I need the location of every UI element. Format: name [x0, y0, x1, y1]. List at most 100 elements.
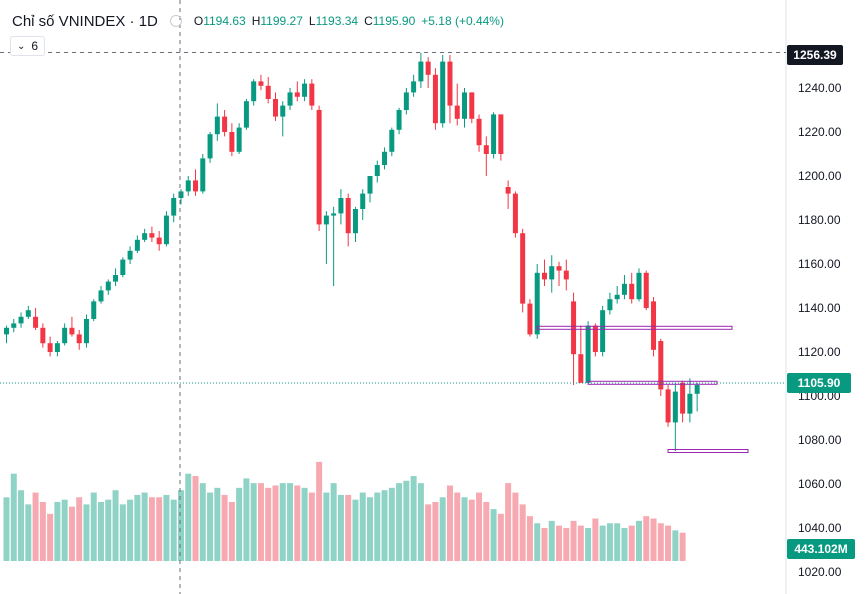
volume-bar: [657, 523, 664, 561]
candle: [680, 380, 686, 423]
candle-body: [229, 132, 235, 152]
candle: [556, 261, 562, 286]
candle-body: [360, 193, 366, 209]
volume-bar: [308, 492, 315, 561]
candle: [185, 176, 191, 196]
volume-bar: [68, 506, 75, 561]
candle: [374, 160, 380, 183]
volume-bar: [534, 523, 541, 561]
volume-bar: [163, 494, 170, 561]
volume-bar: [425, 504, 432, 561]
symbol-title[interactable]: Chỉ số VNINDEX · 1D: [12, 12, 158, 30]
candle: [527, 299, 533, 337]
y-tick-label: 1240.00: [798, 81, 842, 95]
candle: [425, 57, 431, 88]
volume-bar: [236, 487, 243, 561]
candle: [454, 83, 460, 126]
candle: [345, 193, 351, 247]
candle-body: [680, 382, 686, 414]
candle: [33, 308, 39, 330]
volume-bar: [359, 492, 366, 561]
candle-body: [549, 266, 555, 280]
candle: [498, 114, 504, 161]
volume-bar: [330, 483, 337, 561]
candle: [636, 268, 642, 302]
candle-body: [498, 114, 504, 154]
candle: [578, 325, 584, 383]
candle-body: [578, 354, 584, 383]
volume-bar: [32, 492, 39, 561]
candle: [309, 79, 315, 110]
indicators-toggle-button[interactable]: ⌄ 6: [10, 36, 46, 56]
candle-body: [251, 81, 257, 102]
candle-body: [345, 198, 351, 234]
candle-body: [563, 270, 569, 280]
candle: [520, 228, 526, 313]
candle: [382, 147, 388, 170]
candle-body: [629, 283, 635, 300]
candle: [54, 341, 60, 357]
volume-bar: [548, 520, 555, 561]
candle-body: [163, 215, 169, 245]
volume-bar: [643, 516, 650, 561]
candle-body: [505, 187, 511, 194]
volume-bar: [672, 530, 679, 561]
candle-body: [91, 301, 97, 319]
volume-bar: [665, 525, 672, 561]
volume-bar: [403, 480, 410, 561]
candle-body: [592, 325, 598, 352]
horizontal-line-1: [536, 325, 733, 330]
candle: [585, 321, 591, 383]
candle-body: [425, 61, 431, 75]
candle-body: [265, 85, 271, 99]
candle: [236, 123, 242, 154]
candle: [323, 211, 329, 264]
candle: [476, 114, 482, 152]
market-status-icon: [169, 15, 182, 27]
candle: [672, 382, 678, 451]
volume-bar: [628, 525, 635, 561]
volume-bar: [577, 525, 584, 561]
volume-bar: [156, 497, 163, 561]
volume-bar: [614, 523, 621, 561]
chevron-down-icon: ⌄: [17, 40, 26, 52]
volume-bar: [345, 494, 352, 561]
volume-bar: [446, 485, 453, 561]
candle-body: [520, 233, 526, 304]
candle-body: [491, 114, 497, 154]
candle: [302, 79, 308, 102]
candle-body: [214, 116, 220, 135]
candle-body: [367, 176, 373, 194]
y-tick-label: 1020.00: [798, 565, 842, 579]
candle-body: [83, 319, 89, 344]
volume-bar: [287, 483, 294, 561]
volume-bar: [61, 499, 68, 561]
volume-bar: [526, 516, 533, 561]
volume-bar: [76, 497, 83, 561]
candle-body: [200, 158, 206, 192]
horizontal-line-3: [667, 449, 749, 453]
candle: [331, 206, 337, 286]
candle: [360, 189, 366, 220]
candle-body: [309, 83, 315, 106]
candle-body: [621, 283, 627, 295]
volume-bar: [337, 494, 344, 561]
candle-body: [272, 99, 278, 117]
candle: [47, 336, 53, 357]
volume-bar: [170, 499, 177, 561]
volume-bar: [265, 487, 272, 561]
candle-body: [236, 127, 242, 152]
y-tick-label: 1060.00: [798, 477, 842, 491]
volume-bar: [519, 504, 526, 561]
candle-body: [352, 209, 358, 234]
candle-body: [113, 275, 119, 282]
candle: [563, 259, 569, 291]
candle-body: [418, 61, 424, 82]
candle-body: [120, 259, 126, 275]
candle: [316, 105, 322, 231]
last-volume-label-bg: [787, 539, 855, 559]
y-tick-label: 1040.00: [798, 521, 842, 535]
candle-body: [47, 343, 53, 352]
candle: [643, 270, 649, 311]
